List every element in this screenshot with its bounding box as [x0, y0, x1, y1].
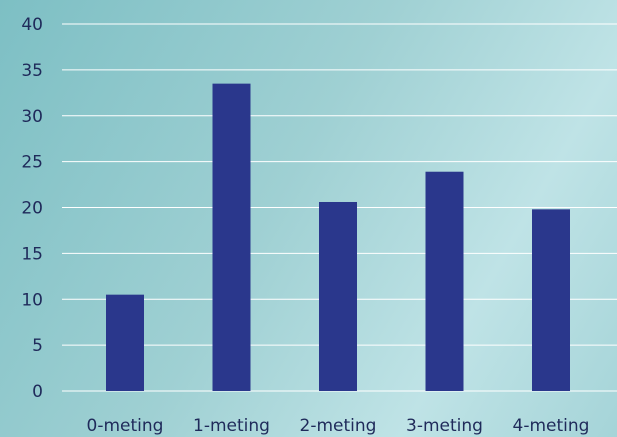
y-tick-label: 10 [21, 290, 43, 310]
x-axis-tick-labels: 0-meting 1-meting 2-meting 3-meting 4-meting [87, 416, 590, 436]
x-tick-label: 0-meting [87, 416, 164, 436]
bar-0-meting [106, 294, 144, 391]
bar-4-meting [532, 209, 570, 391]
y-tick-label: 5 [32, 336, 43, 356]
y-tick-label: 35 [21, 61, 43, 81]
bar-3-meting [425, 171, 464, 391]
y-tick-label: 0 [32, 382, 43, 402]
bar-2-meting [319, 201, 357, 391]
x-tick-label: 2-meting [300, 416, 377, 436]
y-tick-label: 40 [21, 15, 43, 35]
x-tick-label: 4-meting [513, 416, 590, 436]
y-axis-tick-labels: 0 5 10 15 20 25 30 35 40 [21, 15, 43, 402]
y-tick-label: 20 [21, 199, 43, 219]
x-tick-label: 1-meting [193, 416, 270, 436]
y-tick-label: 15 [21, 244, 43, 264]
bar-1-meting [212, 83, 251, 391]
bars [106, 83, 570, 391]
y-tick-label: 30 [21, 107, 43, 127]
y-tick-label: 25 [21, 153, 43, 173]
x-tick-label: 3-meting [406, 416, 483, 436]
